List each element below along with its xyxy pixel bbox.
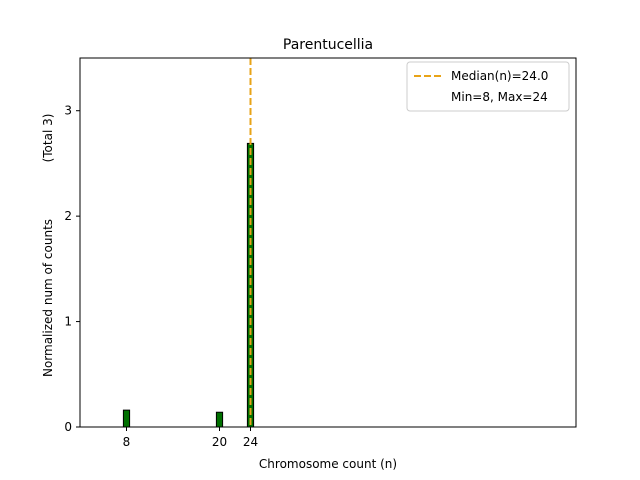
x-tick-label: 8 — [123, 435, 131, 449]
y-tick-label: 0 — [64, 420, 72, 434]
bar-8 — [122, 409, 131, 428]
y-tick-label: 2 — [64, 209, 72, 223]
legend-median-label: Median(n)=24.0 — [451, 69, 548, 83]
y-tick-label: 3 — [64, 104, 72, 118]
y-tick-label: 1 — [64, 315, 72, 329]
plot-frame — [79, 57, 577, 428]
x-tick-label: 20 — [212, 435, 227, 449]
x-axis-label: Chromosome count (n) — [259, 457, 397, 471]
legend-box — [406, 61, 570, 112]
bars-layer — [122, 142, 255, 428]
y-axis-label: Normalized num of counts — [41, 219, 55, 377]
legend: Median(n)=24.0 Min=8, Max=24 — [406, 61, 570, 112]
x-ticks: 8 20 24 — [123, 427, 258, 449]
chart-title: Parentucellia — [283, 37, 373, 53]
x-tick-label: 24 — [243, 435, 258, 449]
y-ticks: 0 1 2 3 — [64, 104, 80, 434]
bar-20 — [215, 411, 224, 428]
y-axis-total-note: (Total 3) — [41, 114, 55, 163]
legend-minmax-label: Min=8, Max=24 — [451, 90, 548, 104]
